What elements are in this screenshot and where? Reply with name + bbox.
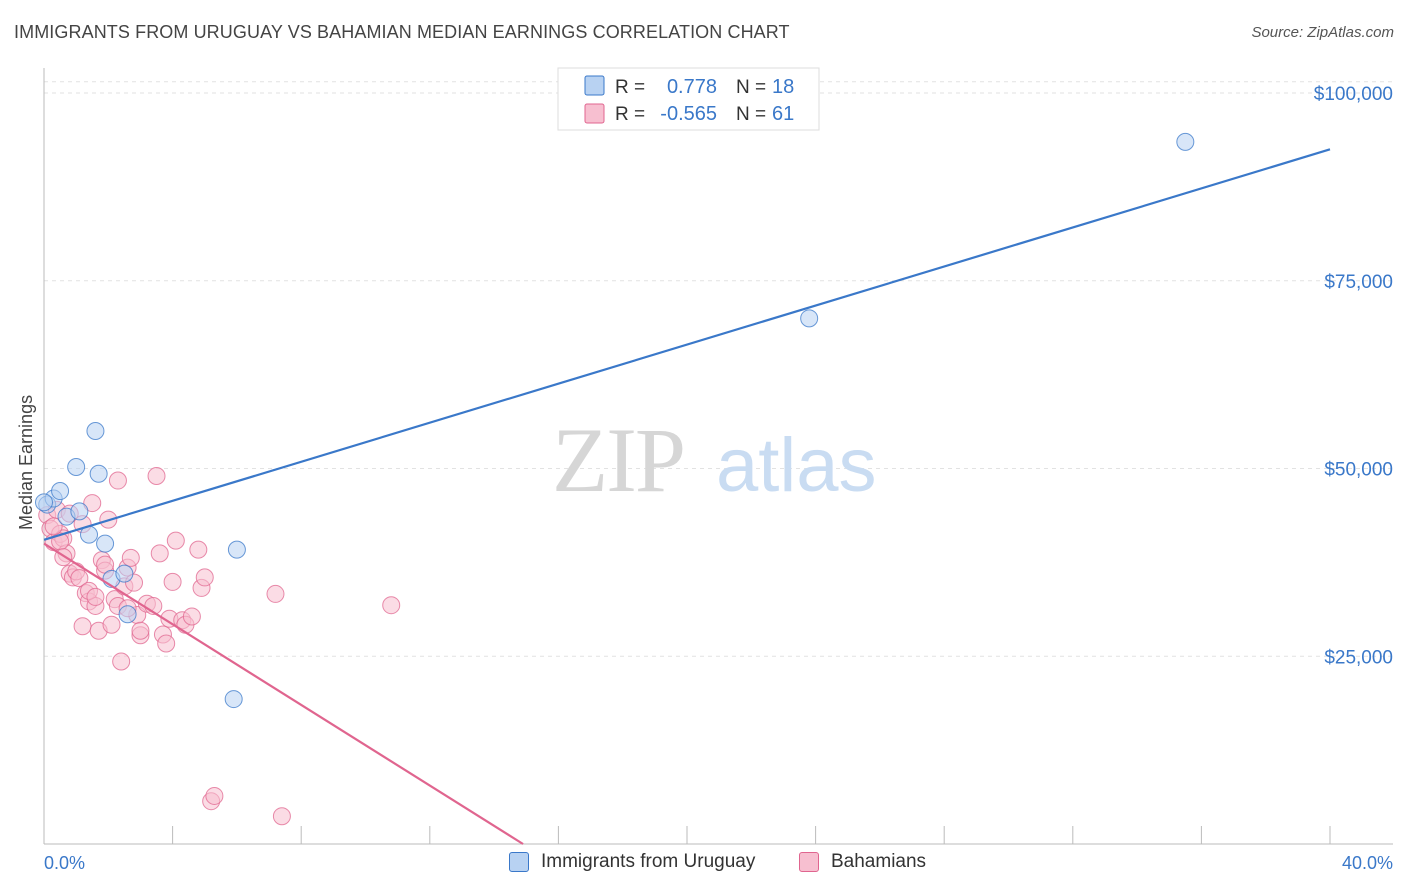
bahamians-point	[83, 494, 102, 513]
uruguay-point	[86, 421, 105, 440]
bahamians-point	[70, 569, 89, 588]
uruguay-point	[89, 464, 108, 483]
uruguay-point	[70, 502, 89, 521]
y-tick-label-75000: $75,000	[1324, 272, 1393, 293]
bahamians-point	[382, 596, 401, 615]
bahamians-point	[163, 572, 182, 591]
legend-r-value-blue: 0.778	[667, 76, 717, 98]
legend-swatch-uruguay	[509, 852, 529, 872]
legend-r-label-blue: R =	[615, 77, 645, 98]
legend-n-label-blue: N =	[736, 77, 766, 98]
uruguay-point	[115, 564, 134, 583]
bahamians-point	[73, 617, 92, 636]
legend-swatch-pink	[584, 103, 605, 124]
bahamians-trend-line	[43, 542, 524, 845]
chart-title: IMMIGRANTS FROM URUGUAY VS BAHAMIAN MEDI…	[14, 22, 790, 42]
bahamians-point	[112, 652, 131, 671]
gridlines	[44, 81, 1393, 657]
uruguay-point	[227, 540, 246, 559]
y-tick-label-25000: $25,000	[1324, 647, 1393, 668]
bahamians-point	[157, 634, 176, 653]
uruguay-point	[118, 605, 137, 624]
correlation-legend: R = 0.778 N = 18 R = -0.565 N = 61	[557, 67, 820, 131]
uruguay-point	[35, 493, 53, 512]
series-legend: Immigrants from Uruguay Bahamians	[0, 851, 1406, 879]
legend-n-value-pink: 61	[772, 103, 794, 125]
legend-label-uruguay: Immigrants from Uruguay	[541, 851, 756, 872]
uruguay-trend-line	[43, 148, 1331, 541]
bahamians-point	[121, 548, 140, 567]
legend-item-bahamians: Bahamians	[799, 851, 926, 873]
x-tick-label-max: 40.0%	[1342, 853, 1393, 873]
axes	[43, 68, 1393, 845]
uruguay-point	[67, 458, 86, 477]
legend-swatch-bahamians	[799, 852, 819, 872]
uruguay-point	[1176, 132, 1195, 151]
uruguay-points	[35, 132, 1195, 709]
trend-lines	[43, 148, 1331, 845]
legend-n-label-pink: N =	[736, 104, 766, 125]
bahamians-point	[182, 607, 201, 626]
bahamians-point	[86, 587, 105, 606]
legend-n-value-blue: 18	[772, 76, 794, 98]
x-tick-label-min: 0.0%	[44, 853, 85, 873]
bahamians-point	[195, 568, 214, 587]
bahamians-point	[150, 544, 169, 563]
legend-item-uruguay: Immigrants from Uruguay	[509, 851, 755, 873]
bahamians-point	[102, 615, 121, 634]
bahamians-point	[44, 517, 63, 536]
y-tick-labels: $25,000 $50,000 $75,000 $100,000	[1314, 84, 1393, 668]
y-tick-label-50000: $50,000	[1324, 460, 1393, 481]
uruguay-point	[51, 482, 70, 501]
bahamians-point	[108, 471, 127, 490]
bahamians-point	[147, 467, 166, 486]
uruguay-point	[800, 309, 819, 328]
bahamians-points	[38, 467, 401, 826]
legend-label-bahamians: Bahamians	[831, 851, 927, 872]
uruguay-point	[96, 534, 115, 553]
bahamians-point	[272, 807, 291, 826]
y-tick-label-100000: $100,000	[1314, 84, 1393, 105]
legend-swatch-blue	[584, 75, 605, 96]
bahamians-point	[266, 584, 285, 603]
watermark-atlas: atlas	[716, 423, 877, 508]
legend-r-label-pink: R =	[615, 104, 645, 125]
watermark: ZIP atlas	[552, 409, 877, 511]
bahamians-point	[166, 531, 185, 550]
x-tick-labels: 0.0% 40.0%	[44, 853, 1393, 873]
uruguay-point	[224, 690, 243, 709]
bahamians-point	[131, 621, 150, 640]
bahamians-point	[189, 540, 208, 559]
watermark-zip: ZIP	[552, 409, 684, 511]
legend-r-value-pink: -0.565	[660, 103, 717, 125]
source-credit: Source: ZipAtlas.com	[1251, 24, 1394, 41]
bahamians-point	[205, 786, 224, 805]
